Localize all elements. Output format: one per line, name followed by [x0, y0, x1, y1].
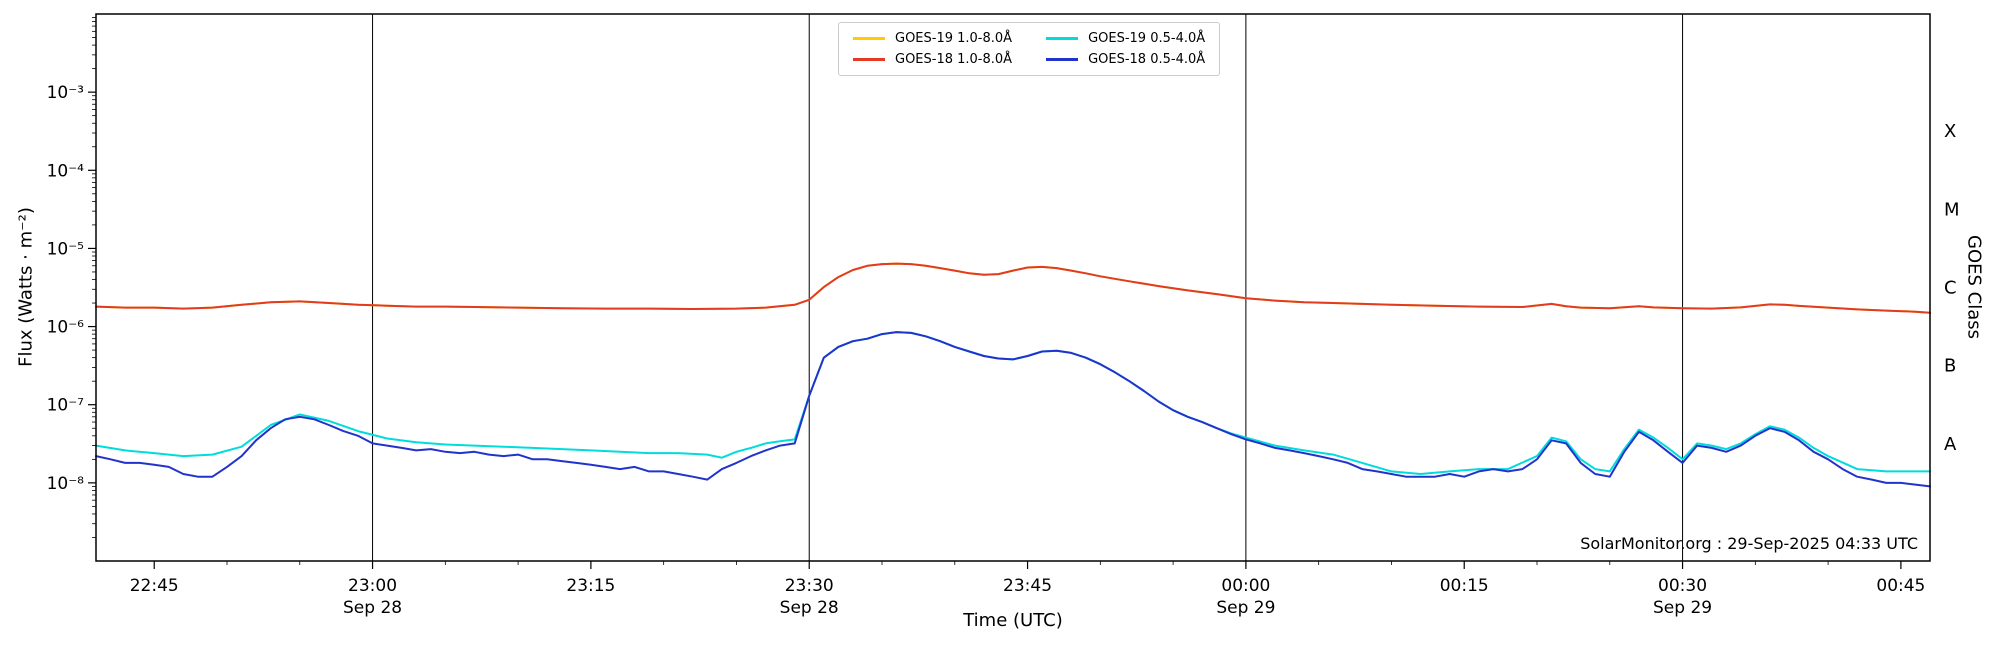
series-line-goes18-short: [95, 331, 1931, 488]
x-tick-label: 23:30: [785, 576, 834, 596]
x-date-label: Sep 29: [1216, 598, 1275, 618]
legend-line-swatch-icon: [853, 58, 885, 61]
goes-class-label: C: [1944, 278, 1957, 299]
plot-frame: [95, 13, 1931, 562]
legend-line-swatch-icon: [1046, 37, 1079, 40]
x-tick-label: 00:30: [1658, 576, 1707, 596]
series-line-goes19-short: [95, 331, 1931, 475]
x-tick-label: 23:45: [1003, 576, 1052, 596]
x-date-label: Sep 28: [343, 598, 402, 618]
x-tick-label: 23:00: [348, 576, 397, 596]
goes-class-label: M: [1944, 199, 1960, 220]
goes-class-label: B: [1944, 356, 1956, 377]
x-date-label: Sep 29: [1653, 598, 1712, 618]
y-tick-label: 10⁻³: [47, 83, 84, 103]
legend-item-goes19-long: GOES-19 1.0-8.0Å: [853, 31, 1012, 46]
legend-item-goes18-short: GOES-18 0.5-4.0Å: [1046, 52, 1205, 67]
legend-item-label: GOES-19 0.5-4.0Å: [1088, 31, 1206, 46]
legend-item-goes18-long: GOES-18 1.0-8.0Å: [853, 52, 1012, 67]
legend-item-goes19-short: GOES-19 0.5-4.0Å: [1046, 31, 1205, 46]
legend-item-label: GOES-18 1.0-8.0Å: [895, 52, 1013, 67]
credit-text: SolarMonitor.org : 29-Sep-2025 04:33 UTC: [1580, 534, 1918, 553]
x-tick-label: 00:00: [1221, 576, 1270, 596]
legend-item-label: GOES-19 1.0-8.0Å: [895, 31, 1013, 46]
y-tick-label: 10⁻⁷: [47, 396, 85, 416]
legend-line-swatch-icon: [1046, 58, 1079, 61]
x-tick-label: 00:45: [1876, 576, 1925, 596]
y-tick-label: 10⁻⁸: [47, 474, 85, 494]
right-axis-label: GOES Class: [1963, 235, 1985, 339]
y-tick-label: 10⁻⁵: [47, 239, 84, 259]
y-tick-label: 10⁻⁴: [47, 161, 85, 181]
goes-class-label: X: [1944, 121, 1956, 142]
x-axis-label: Time (UTC): [963, 610, 1063, 631]
legend: GOES-19 1.0-8.0Å GOES-18 1.0-8.0Å GOES-19 …: [838, 22, 1221, 76]
y-axis-label: Flux (Watts · m⁻²): [15, 207, 37, 367]
series-line-goes18-long: [95, 262, 1931, 314]
y-tick-label: 10⁻⁶: [47, 318, 85, 338]
x-date-label: Sep 28: [780, 598, 839, 618]
x-tick-label: 22:45: [130, 576, 179, 596]
goes-class-label: A: [1944, 434, 1957, 455]
legend-line-swatch-icon: [853, 37, 885, 40]
x-tick-label: 23:15: [566, 576, 615, 596]
legend-item-label: GOES-18 0.5-4.0Å: [1088, 52, 1206, 67]
x-tick-label: 00:15: [1440, 576, 1489, 596]
